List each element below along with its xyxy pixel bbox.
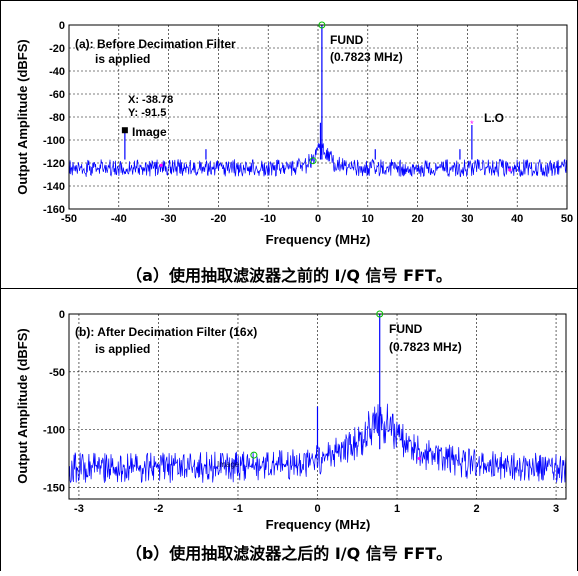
y-tick-label: 0 bbox=[59, 20, 65, 32]
fund-value-a: (0.7823 MHz) bbox=[330, 50, 403, 64]
spectrum-trace-b bbox=[68, 314, 567, 484]
y-tick-label: -160 bbox=[43, 204, 65, 216]
marker-square bbox=[121, 127, 128, 134]
y-tick-label: -100 bbox=[43, 135, 65, 147]
x-tick-label: 0 bbox=[315, 213, 321, 225]
spectrum-noise bbox=[68, 143, 568, 178]
y-tick-label: -120 bbox=[43, 158, 65, 170]
x-tick-label: 20 bbox=[411, 213, 423, 225]
y-axis-label-a: Output Amplitude (dBFS) bbox=[15, 39, 30, 195]
small-label-b: Image bbox=[217, 460, 240, 469]
marker-circle bbox=[376, 310, 384, 318]
x-tick-label: 10 bbox=[362, 213, 374, 225]
marker-dot bbox=[508, 168, 512, 172]
x-tick-label: -20 bbox=[210, 213, 226, 225]
y-tick-label: -140 bbox=[43, 181, 65, 193]
x-tick-label: 1 bbox=[394, 503, 400, 515]
y-tick-label: -60 bbox=[49, 89, 65, 101]
x-tick-label: -40 bbox=[111, 213, 127, 225]
fund-label-b: FUND bbox=[389, 322, 423, 336]
x-tick-label: -1 bbox=[233, 503, 243, 515]
fund-label-a: FUND bbox=[330, 33, 364, 47]
y-tick-label: 0 bbox=[59, 309, 65, 321]
x-tick-label: 30 bbox=[461, 213, 473, 225]
lo-label-a: L.O bbox=[484, 111, 504, 125]
x-tick-labels-b: -3 -2 -1 0 1 2 3 bbox=[74, 503, 559, 515]
fund-value-b: (0.7823 MHz) bbox=[389, 340, 462, 354]
annotation-subtitle-b: is applied bbox=[95, 342, 150, 356]
datatip-y-a: Y: -91.5 bbox=[128, 107, 166, 119]
x-axis-label-b: Frequency (MHz) bbox=[266, 517, 371, 532]
marker-circle bbox=[250, 451, 258, 459]
y-tick-label: -50 bbox=[49, 367, 65, 379]
x-tick-label: -10 bbox=[260, 213, 276, 225]
marker-circle bbox=[309, 157, 317, 165]
spectrum-trace-a bbox=[68, 25, 568, 178]
image-label-a: Image bbox=[132, 125, 167, 139]
x-tick-labels-a: -50 -40 -30 -20 -10 0 10 20 30 40 50 bbox=[61, 213, 573, 225]
annotation-title-b: (b): After Decimation Filter (16x) bbox=[75, 325, 257, 339]
x-tick-label: -50 bbox=[61, 213, 77, 225]
y-tick-label: -20 bbox=[49, 43, 65, 55]
markers-a: * bbox=[121, 21, 512, 172]
annotation-title-a: (a): Before Decimation Filter bbox=[75, 37, 236, 51]
y-tick-label: -100 bbox=[43, 425, 65, 437]
y-tick-labels-b: 0 -50 -100 -150 bbox=[43, 309, 65, 494]
x-tick-label: 40 bbox=[511, 213, 523, 225]
marker-dot bbox=[159, 163, 163, 167]
grid-a bbox=[69, 25, 567, 209]
caption-b: （b）使用抽取滤波器之后的 I/Q 信号 FFT。 bbox=[125, 544, 453, 563]
y-tick-label: -150 bbox=[43, 482, 65, 494]
marker-dot bbox=[417, 456, 421, 461]
datatip-x-a: X: -38.78 bbox=[128, 94, 173, 106]
y-tick-labels-a: 0 -20 -40 -60 -80 -100 -120 -140 -160 bbox=[43, 20, 65, 216]
spectrum-noise bbox=[68, 403, 567, 484]
plot-area-a bbox=[68, 24, 568, 210]
x-tick-label: -30 bbox=[161, 213, 177, 225]
y-tick-label: -80 bbox=[49, 112, 65, 124]
x-axis-label-a: Frequency (MHz) bbox=[266, 232, 371, 247]
markers-b bbox=[250, 310, 421, 461]
x-tick-label: 2 bbox=[473, 503, 479, 515]
x-tick-label: 0 bbox=[314, 503, 320, 515]
plot-area-b bbox=[68, 313, 567, 500]
x-tick-label: 50 bbox=[561, 213, 573, 225]
marker-star: * bbox=[470, 119, 474, 129]
y-axis-label-b: Output Amplitude (dBFS) bbox=[15, 328, 30, 484]
annotation-subtitle-a: is applied bbox=[95, 52, 150, 66]
x-tick-label: -3 bbox=[74, 503, 84, 515]
y-tick-label: -40 bbox=[49, 66, 65, 78]
caption-a: （a）使用抽取滤波器之前的 I/Q 信号 FFT。 bbox=[126, 266, 452, 285]
x-tick-label: -2 bbox=[154, 503, 164, 515]
marker-circle bbox=[318, 21, 326, 29]
x-tick-label: 3 bbox=[553, 503, 559, 515]
